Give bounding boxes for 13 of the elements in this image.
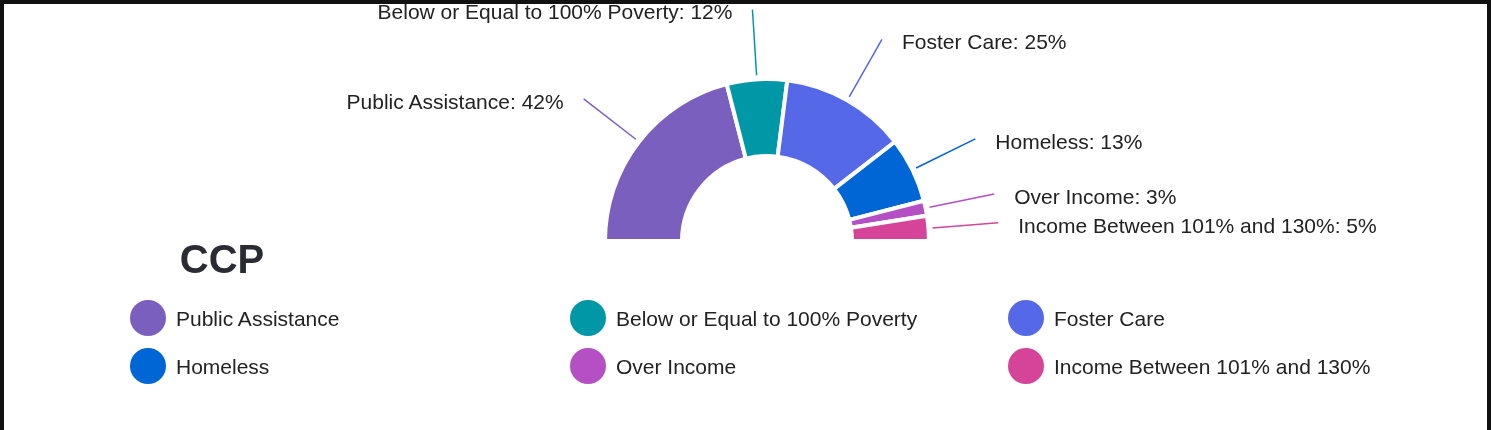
legend-label: Below or Equal to 100% Poverty	[616, 307, 918, 330]
data-label: Public Assistance: 42%	[346, 89, 564, 113]
legend-label: Foster Care	[1054, 307, 1165, 330]
legend-label: Income Between 101% and 130%	[1054, 355, 1371, 378]
text: CCP	[179, 237, 265, 281]
data-label: Over Income: 3%	[1014, 184, 1177, 208]
legend-label: Public Assistance	[176, 307, 340, 330]
data-label: Income Between 101% and 130%: 5%	[1018, 213, 1377, 237]
data-label: Foster Care: 25%	[901, 30, 1067, 54]
legend-label: Homeless	[176, 355, 270, 378]
data-label: Homeless: 13%	[995, 129, 1143, 153]
data-label: Below or Equal to 100% Poverty: 12%	[377, 0, 733, 24]
legend-label: Over Income	[616, 355, 737, 378]
